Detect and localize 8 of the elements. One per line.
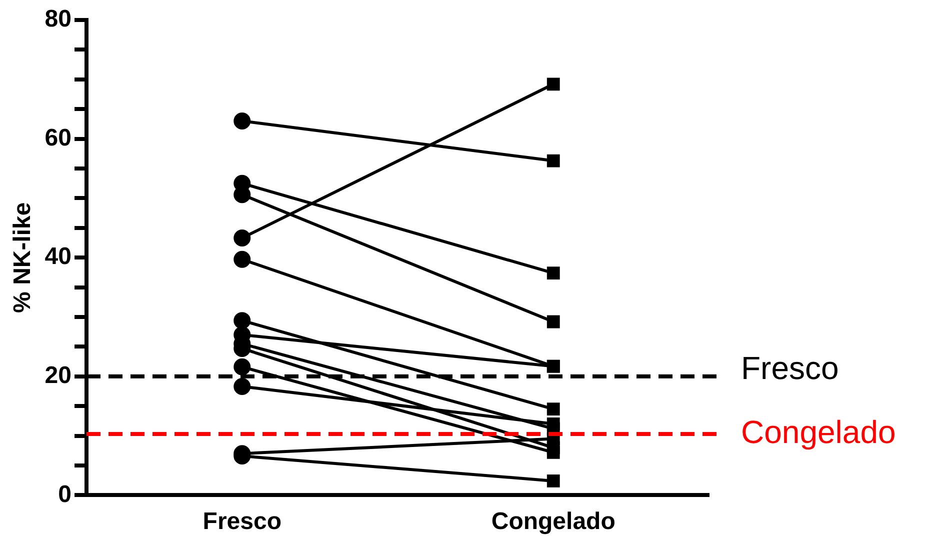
ref-line-label: Fresco: [741, 350, 839, 386]
y-tick-label: 0: [58, 480, 72, 508]
y-tick-label: 80: [44, 6, 72, 33]
y-tick-label: 60: [44, 124, 72, 152]
ref-line-label: Congelado: [741, 414, 896, 450]
y-axis-title: % NK-like: [9, 202, 36, 313]
y-tick-label: 20: [44, 362, 72, 390]
y-tick-label: 40: [44, 243, 72, 270]
